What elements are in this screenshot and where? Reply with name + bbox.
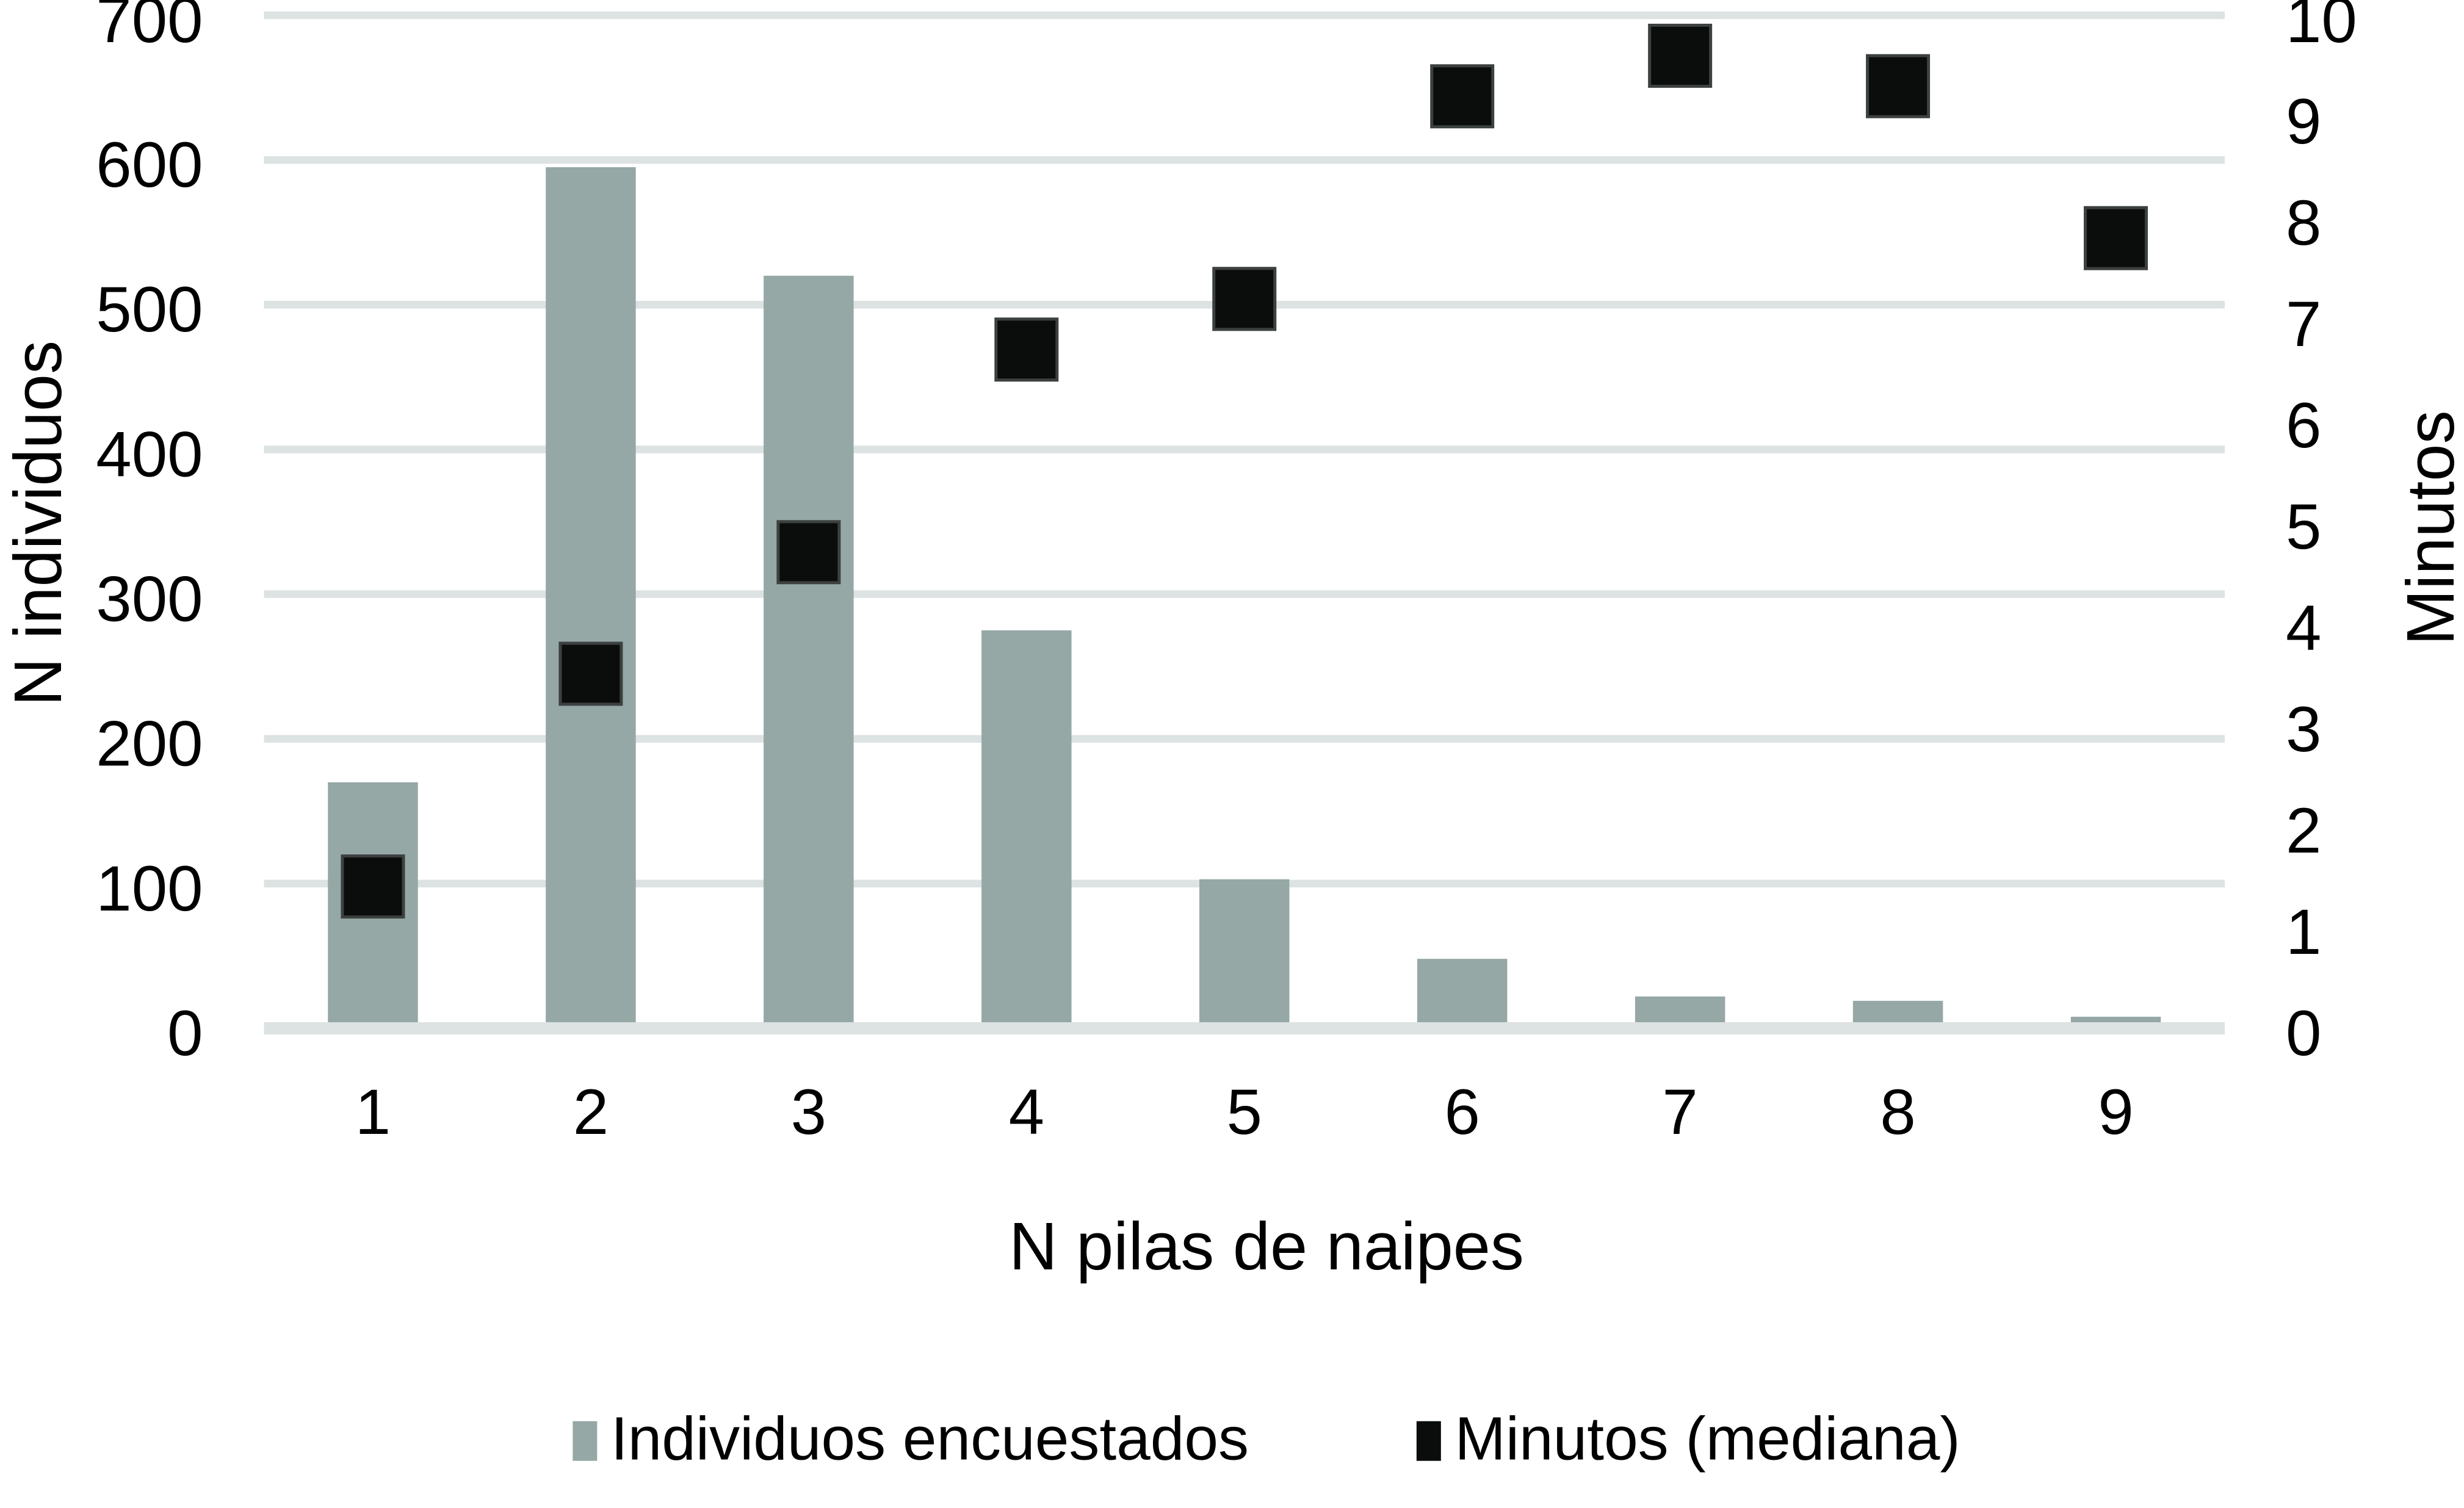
- x-tick-4: 4: [1009, 1077, 1044, 1148]
- legend-item-individuos: Individuos encuestados: [573, 1406, 1249, 1475]
- x-axis-line: [264, 1022, 2225, 1034]
- y-left-tick-200: 200: [96, 709, 203, 780]
- x-tick-7: 7: [1662, 1077, 1697, 1148]
- x-tick-5: 5: [1227, 1077, 1262, 1148]
- right-axis-title: Minutos: [2394, 410, 2464, 646]
- y-right-tick-1: 1: [2286, 897, 2321, 968]
- y-right-tick-10: 10: [2286, 0, 2357, 56]
- y-right-tick-5: 5: [2286, 491, 2321, 563]
- marker-1: [341, 854, 405, 919]
- y-right-tick-8: 8: [2286, 187, 2321, 259]
- bar-5: [1199, 879, 1290, 1034]
- gridline-200: [264, 735, 2225, 743]
- gridline-600: [264, 156, 2225, 164]
- x-tick-9: 9: [2098, 1077, 2133, 1148]
- y-right-tick-3: 3: [2286, 694, 2321, 765]
- y-right-tick-2: 2: [2286, 795, 2321, 867]
- gridline-700: [264, 11, 2225, 20]
- legend: Individuos encuestados Minutos (mediana): [573, 1406, 1960, 1475]
- legend-label-minutos: Minutos (mediana): [1454, 1405, 1960, 1473]
- y-left-tick-100: 100: [96, 853, 203, 925]
- left-axis-title: N individuos: [1, 340, 77, 707]
- x-axis-title: N pilas de naipes: [1009, 1210, 1524, 1285]
- bar-3: [764, 275, 854, 1034]
- legend-item-minutos: Minutos (mediana): [1417, 1406, 1960, 1475]
- x-tick-2: 2: [573, 1077, 609, 1148]
- x-tick-6: 6: [1444, 1077, 1479, 1148]
- marker-4: [994, 317, 1059, 382]
- y-right-tick-4: 4: [2286, 593, 2321, 664]
- gridline-400: [264, 446, 2225, 453]
- legend-label-individuos: Individuos encuestados: [610, 1405, 1249, 1473]
- y-left-tick-500: 500: [96, 274, 203, 345]
- y-right-tick-9: 9: [2286, 86, 2321, 157]
- square-marker-legend-swatch-icon: [1417, 1420, 1442, 1460]
- marker-8: [1866, 54, 1931, 118]
- marker-6: [1430, 64, 1495, 129]
- marker-3: [776, 520, 841, 585]
- y-right-tick-7: 7: [2286, 289, 2321, 360]
- bar-legend-swatch-icon: [573, 1420, 598, 1460]
- y-right-tick-6: 6: [2286, 390, 2321, 461]
- bar-4: [981, 630, 1072, 1034]
- x-tick-8: 8: [1880, 1077, 1915, 1148]
- marker-9: [2084, 206, 2148, 270]
- x-tick-3: 3: [791, 1077, 826, 1148]
- bar-6: [1417, 959, 1508, 1034]
- marker-2: [558, 641, 623, 706]
- bar-2: [546, 167, 636, 1034]
- gridline-300: [264, 590, 2225, 598]
- marker-5: [1212, 267, 1277, 331]
- marker-7: [1648, 23, 1713, 88]
- y-left-tick-600: 600: [96, 129, 203, 201]
- y-left-tick-300: 300: [96, 563, 203, 635]
- y-left-tick-400: 400: [96, 419, 203, 490]
- y-left-tick-0: 0: [167, 998, 203, 1069]
- y-left-tick-700: 700: [96, 0, 203, 56]
- y-right-tick-0: 0: [2286, 998, 2321, 1069]
- x-tick-1: 1: [355, 1077, 391, 1148]
